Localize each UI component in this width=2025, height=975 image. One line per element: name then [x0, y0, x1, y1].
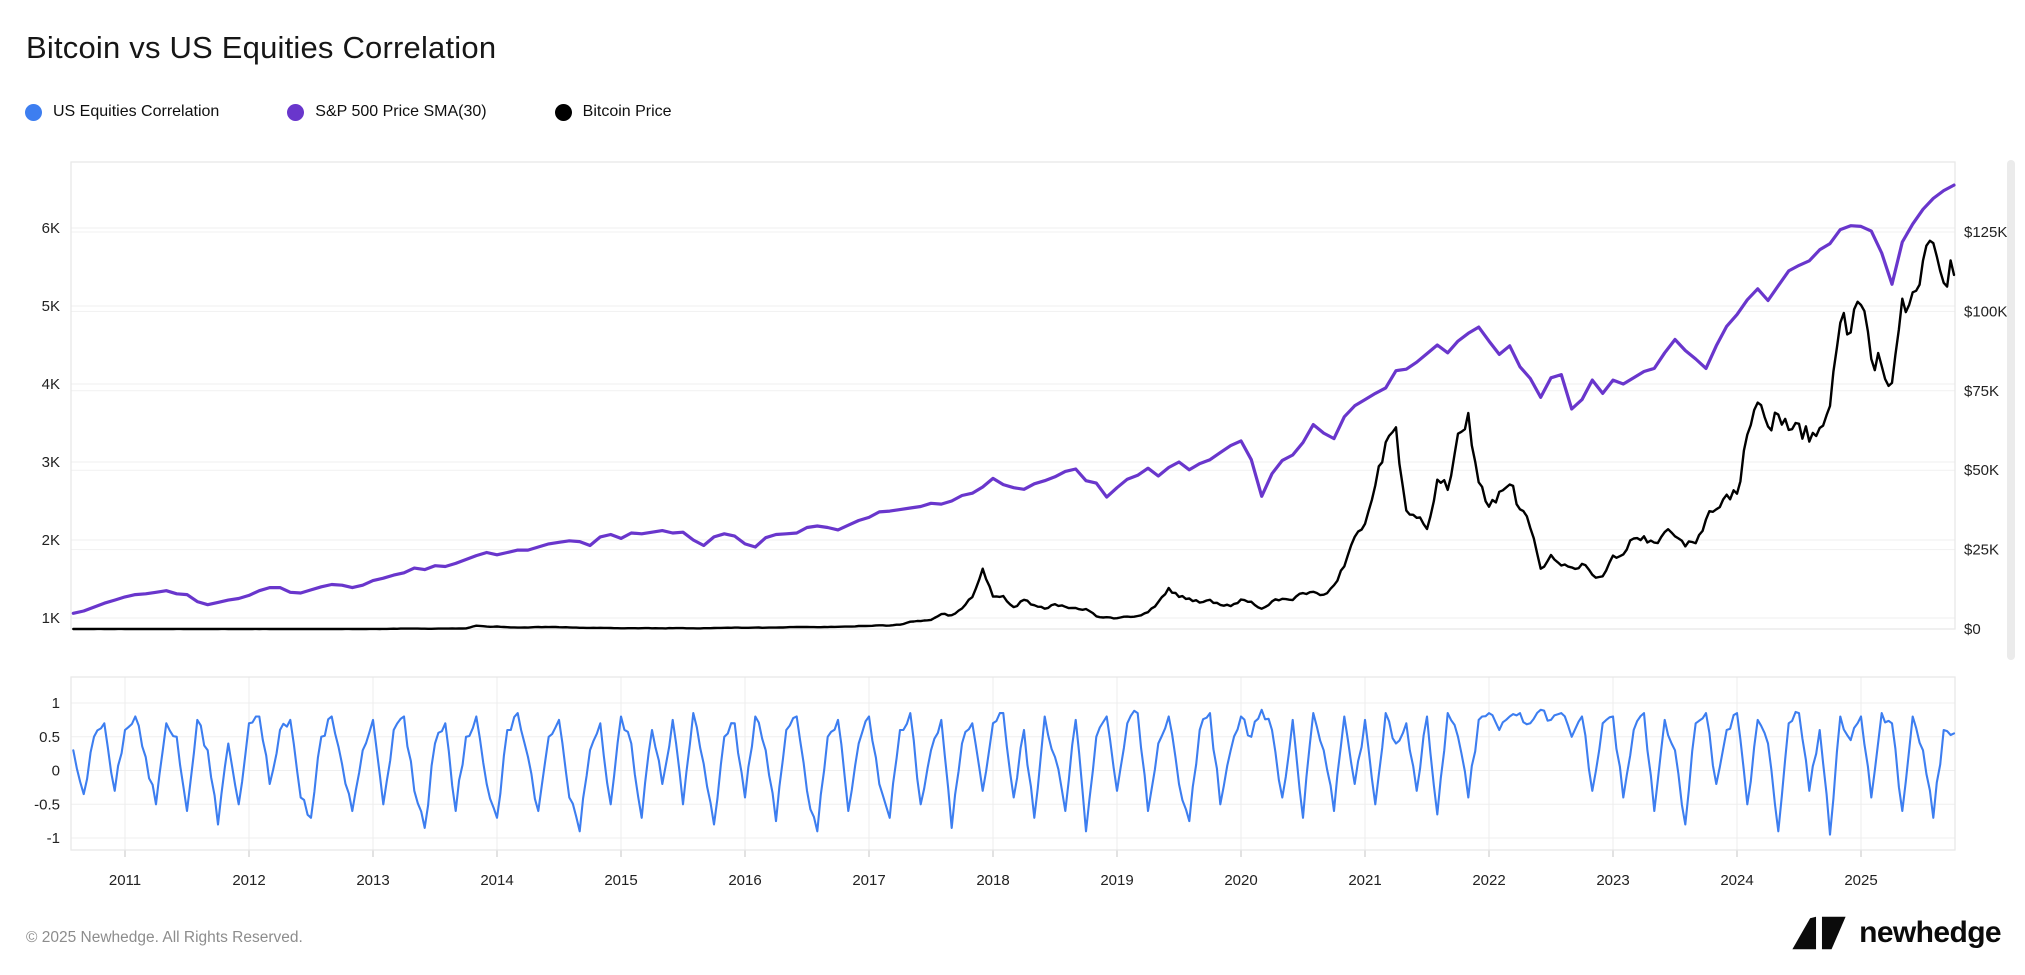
legend-dot-purple-icon: [287, 103, 305, 121]
vertical-scrollbar[interactable]: [2007, 160, 2015, 660]
newhedge-logo[interactable]: newhedge: [1790, 916, 2002, 950]
legend-dot-black-icon: [554, 103, 572, 121]
svg-text:2012: 2012: [232, 872, 265, 889]
svg-text:2019: 2019: [1100, 872, 1133, 889]
svg-text:$0: $0: [1964, 621, 1981, 638]
correlation-panel-series[interactable]: [72, 708, 1956, 836]
legend-label: Bitcoin Price: [582, 103, 672, 120]
svg-text:0: 0: [52, 763, 60, 780]
legend-item-us-equities-correlation[interactable]: US Equities Correlation: [25, 103, 219, 121]
svg-text:6K: 6K: [42, 220, 60, 237]
svg-text:2011: 2011: [109, 872, 141, 889]
chart-canvas[interactable]: $0 $25K $50K $75K $100K $125K 1K 2K 3K 4K 5K 6K 1 0.5…: [0, 130, 2025, 920]
svg-text:2023: 2023: [1596, 872, 1629, 889]
svg-text:2021: 2021: [1348, 872, 1381, 889]
svg-text:5K: 5K: [42, 298, 60, 315]
svg-text:$25K: $25K: [1964, 542, 1999, 559]
svg-text:2016: 2016: [728, 872, 761, 889]
svg-text:$125K: $125K: [1964, 224, 2007, 241]
plot-borders: [70, 161, 1956, 851]
svg-text:$75K: $75K: [1964, 383, 1999, 400]
svg-text:-0.5: -0.5: [34, 796, 60, 813]
svg-text:2020: 2020: [1224, 872, 1257, 889]
svg-text:3K: 3K: [42, 454, 60, 471]
legend-label: US Equities Correlation: [53, 103, 220, 120]
svg-text:0.5: 0.5: [39, 729, 60, 746]
svg-text:$50K: $50K: [1964, 462, 1999, 479]
legend-item-bitcoin-price[interactable]: Bitcoin Price: [554, 103, 672, 121]
legend: US Equities Correlation S&P 500 Price SM…: [25, 103, 740, 121]
legend-label: S&P 500 Price SMA(30): [315, 103, 487, 120]
svg-text:2025: 2025: [1844, 872, 1877, 889]
newhedge-logo-word: newhedge: [1859, 916, 2001, 949]
svg-text:2024: 2024: [1720, 872, 1753, 889]
svg-text:2018: 2018: [976, 872, 1009, 889]
price-panel-series[interactable]: [71, 183, 1956, 631]
legend-dot-blue-icon: [25, 103, 42, 121]
page-title: Bitcoin vs US Equities Correlation: [26, 30, 497, 65]
svg-text:2013: 2013: [356, 872, 389, 889]
svg-text:$100K: $100K: [1964, 303, 2007, 320]
legend-item-sp500-sma[interactable]: S&P 500 Price SMA(30): [287, 103, 487, 121]
copyright-text: © 2025 Newhedge. All Rights Reserved.: [26, 929, 303, 946]
newhedge-logo-mark-icon: [1792, 916, 1846, 950]
svg-text:-1: -1: [47, 830, 60, 847]
svg-text:1: 1: [52, 695, 60, 712]
axis-labels: $0 $25K $50K $75K $100K $125K 1K 2K 3K 4K 5K 6K 1 0.5…: [34, 220, 2007, 889]
gridlines: [71, 227, 1955, 857]
svg-text:2014: 2014: [480, 872, 513, 889]
svg-text:2022: 2022: [1472, 872, 1505, 889]
svg-text:2017: 2017: [852, 872, 885, 889]
svg-text:1K: 1K: [42, 610, 60, 627]
svg-text:2015: 2015: [604, 872, 637, 889]
svg-text:4K: 4K: [42, 376, 60, 393]
svg-text:2K: 2K: [42, 532, 60, 549]
